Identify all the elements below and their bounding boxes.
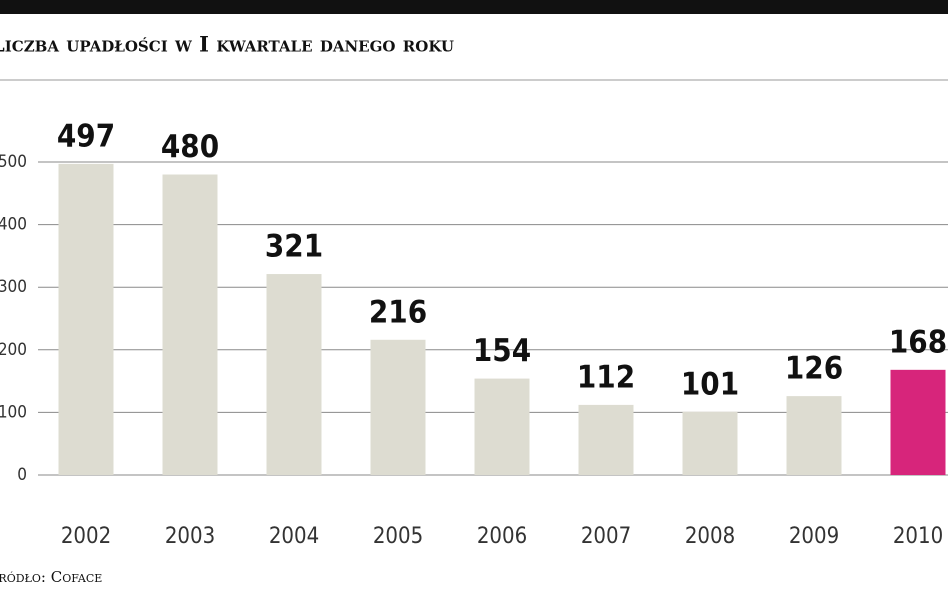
value-label: 126 <box>785 351 843 387</box>
value-label: 112 <box>577 359 635 395</box>
bar <box>786 396 842 475</box>
x-tick-label: 2002 <box>61 524 111 549</box>
x-tick-label: 2003 <box>165 524 215 549</box>
x-tick-label: 2005 <box>373 524 423 549</box>
x-tick-label: 2010 <box>893 524 943 549</box>
value-label: 154 <box>473 333 531 369</box>
chart-title: Liczba upadłości w I kwartale danego rok… <box>0 32 454 57</box>
bar <box>682 411 738 475</box>
value-label: 168 <box>889 324 947 360</box>
top-bar <box>0 0 948 14</box>
y-tick-label: 200 <box>0 340 27 360</box>
bar <box>474 378 530 475</box>
bar <box>58 163 114 476</box>
x-tick-label: 2009 <box>789 524 839 549</box>
value-label: 216 <box>369 294 427 330</box>
y-tick-label: 400 <box>0 215 27 235</box>
value-label: 321 <box>265 229 323 265</box>
bar <box>266 274 322 475</box>
y-tick-label: 100 <box>0 402 27 422</box>
bar <box>890 369 946 475</box>
x-tick-label: 2007 <box>581 524 631 549</box>
x-tick-label: 2008 <box>685 524 735 549</box>
x-tick-label: 2006 <box>477 524 527 549</box>
value-label: 497 <box>57 118 115 154</box>
bar <box>162 174 218 475</box>
source: Źródło: Coface <box>0 568 102 586</box>
bar <box>578 404 634 475</box>
x-tick-label: 2004 <box>269 524 319 549</box>
y-tick-label: 500 <box>0 152 27 172</box>
value-label: 480 <box>161 129 219 165</box>
bar <box>370 339 426 475</box>
value-label: 101 <box>681 366 739 402</box>
y-tick-label: 0 <box>17 465 27 485</box>
y-tick-label: 300 <box>0 277 27 297</box>
